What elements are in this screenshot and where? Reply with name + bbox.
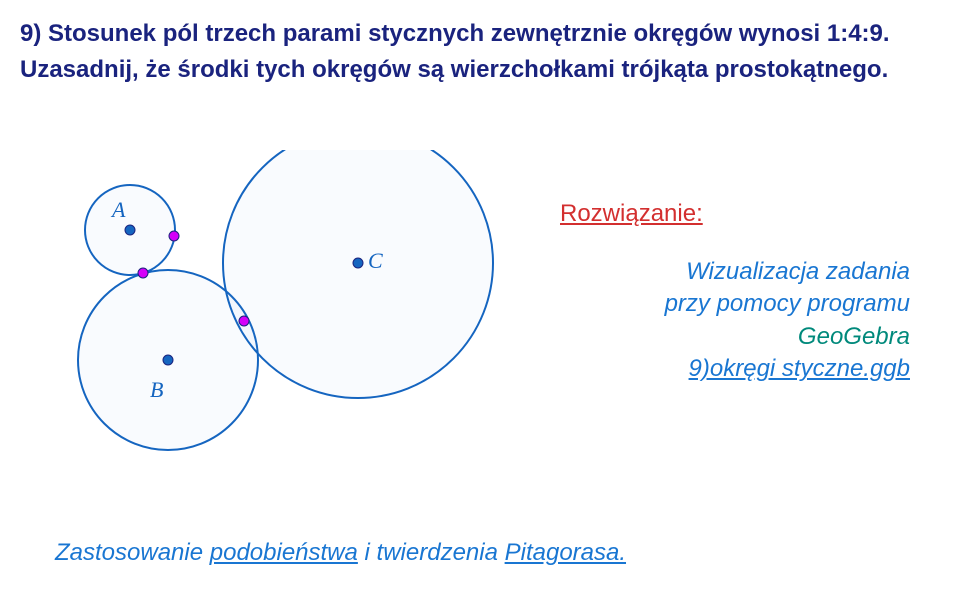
circles-diagram: A B C (20, 150, 530, 470)
problem-line-2: Uzasadnij, że środki tych okręgów są wie… (20, 56, 888, 83)
footer-underlined-1: podobieństwa (210, 539, 358, 566)
footer-statement: Zastosowanie podobieństwa i twierdzenia … (55, 539, 626, 567)
solution-heading[interactable]: Rozwiązanie: (560, 200, 703, 227)
solution-panel: Rozwiązanie: Wizualizacja zadania przy p… (560, 200, 940, 386)
solution-task-line2: przy pomocy programu (665, 290, 910, 317)
point-label-C: C (368, 248, 383, 274)
geogebra-label: GeoGebra (798, 323, 910, 350)
point-label-A: A (112, 197, 125, 223)
footer-mid: i twierdzenia (358, 539, 505, 566)
problem-line-1: 9) Stosunek pól trzech parami stycznych … (20, 20, 890, 47)
diagram-svg (20, 150, 530, 470)
point-label-B: B (150, 377, 163, 403)
footer-underlined-2: Pitagorasa. (505, 539, 626, 566)
solution-task-line1: Wizualizacja zadania (686, 258, 910, 285)
problem-statement: 9) Stosunek pól trzech parami stycznych … (20, 16, 940, 88)
footer-prefix: Zastosowanie (55, 539, 210, 566)
ggb-file-link[interactable]: 9)okręgi styczne.ggb (689, 355, 910, 382)
